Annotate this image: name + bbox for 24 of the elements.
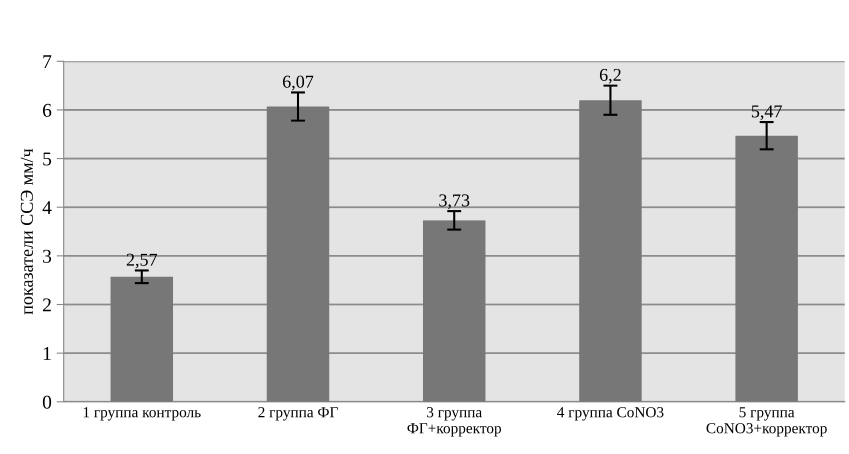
x-tick-label: 5 группа CoNO3+корректор xyxy=(706,407,827,436)
x-tick-label: 2 группа ФГ xyxy=(258,407,338,421)
data-label: 2,57 xyxy=(126,254,158,268)
y-tick-label: 4 xyxy=(42,201,52,214)
bar xyxy=(266,106,330,402)
y-tick-label: 3 xyxy=(43,250,52,263)
data-label: 3,73 xyxy=(439,194,470,210)
y-tick-label: 0 xyxy=(42,396,52,409)
bar xyxy=(579,100,642,402)
data-label: 6,2 xyxy=(600,68,621,84)
y-axis-title: показатели ССЭ мм/ч xyxy=(20,148,33,314)
bar xyxy=(735,136,798,402)
y-tick-label: 7 xyxy=(43,55,52,68)
bar xyxy=(422,220,486,402)
y-tick-label: 5 xyxy=(43,152,52,166)
x-tick-label: 1 группа контроль xyxy=(84,407,201,421)
y-tick-label: 2 xyxy=(43,298,51,312)
data-label: 5,47 xyxy=(752,105,782,120)
x-tick-label: 3 группа ФГ+корректор xyxy=(407,407,502,436)
y-tick-label: 1 xyxy=(44,347,51,360)
data-label: 6,07 xyxy=(282,76,314,90)
y-tick-label: 6 xyxy=(42,104,52,117)
x-tick-label: 4 группа CoNO3 xyxy=(557,407,664,421)
bar xyxy=(110,276,174,402)
